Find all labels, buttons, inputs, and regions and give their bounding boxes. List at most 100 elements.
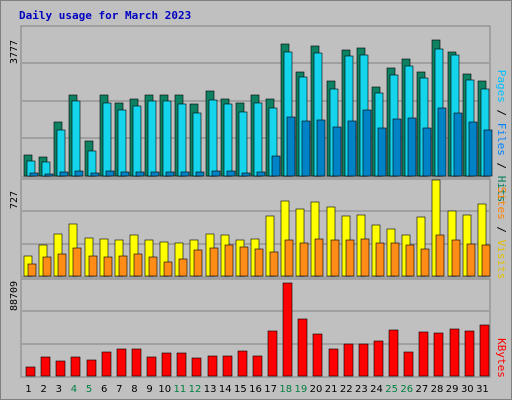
x-tick-label-19: 19 <box>295 384 308 395</box>
bar-kbytes-day-20 <box>312 333 323 377</box>
bar-files-day-10 <box>162 100 172 177</box>
legend-visits: Visits <box>495 240 508 280</box>
bar-pages-day-7 <box>120 171 130 177</box>
bar-pages-day-13 <box>211 170 221 177</box>
bar-sites-day-4 <box>72 247 82 277</box>
bar-kbytes-day-24 <box>373 340 384 377</box>
x-tick-label-4: 4 <box>71 384 77 395</box>
bar-pages-day-1 <box>29 172 39 177</box>
bar-kbytes-day-31 <box>479 324 490 377</box>
x-tick-label-3: 3 <box>56 384 62 395</box>
bar-sites-day-19 <box>299 242 309 277</box>
bar-kbytes-day-28 <box>433 332 444 377</box>
bar-pages-day-22 <box>347 120 357 177</box>
bar-sites-day-28 <box>435 234 445 277</box>
x-tick-label-9: 9 <box>146 384 152 395</box>
x-tick-label-29: 29 <box>446 384 459 395</box>
bar-sites-day-26 <box>405 244 415 277</box>
bar-kbytes-day-10 <box>161 352 172 377</box>
x-tick-label-5: 5 <box>86 384 92 395</box>
panel2-series-legend: Sites / Visits <box>495 187 508 280</box>
bar-pages-day-23 <box>362 109 372 177</box>
bar-kbytes-day-22 <box>343 343 354 377</box>
bar-sites-day-21 <box>330 239 340 277</box>
bar-sites-day-2 <box>42 256 52 277</box>
bar-pages-day-21 <box>332 126 342 177</box>
x-tick-label-21: 21 <box>325 384 338 395</box>
bar-kbytes-day-9 <box>146 356 157 377</box>
x-tick-label-25: 25 <box>385 384 398 395</box>
bar-kbytes-day-30 <box>464 330 475 377</box>
bar-pages-day-17 <box>271 155 281 177</box>
bar-pages-day-2 <box>44 173 54 177</box>
bar-pages-day-10 <box>165 171 175 177</box>
bar-sites-day-8 <box>133 253 143 277</box>
bar-kbytes-day-13 <box>207 355 218 377</box>
x-tick-label-31: 31 <box>476 384 489 395</box>
bar-sites-day-30 <box>466 243 476 277</box>
panel1-max-label: 3777 <box>9 40 20 64</box>
bar-kbytes-day-29 <box>449 328 460 377</box>
hits-panel-bars <box>22 39 493 177</box>
bar-sites-day-17 <box>269 251 279 277</box>
x-tick-label-14: 14 <box>219 384 232 395</box>
x-tick-label-8: 8 <box>131 384 137 395</box>
bar-kbytes-day-19 <box>297 318 308 377</box>
legend-sep-1: / <box>495 103 508 123</box>
bar-kbytes-day-6 <box>101 351 112 377</box>
panel3-series-legend: KBytes <box>495 338 508 378</box>
bar-pages-day-3 <box>59 171 69 177</box>
bar-sites-day-1 <box>27 263 37 277</box>
panel3-max-label: 88709 <box>9 281 20 311</box>
bar-pages-day-29 <box>453 112 463 177</box>
bar-kbytes-day-8 <box>131 348 142 377</box>
bar-files-day-14 <box>223 103 233 177</box>
bar-sites-day-18 <box>284 239 294 277</box>
x-tick-label-12: 12 <box>189 384 202 395</box>
x-tick-label-22: 22 <box>340 384 353 395</box>
x-tick-label-13: 13 <box>204 384 217 395</box>
bar-pages-day-5 <box>90 172 100 177</box>
bar-pages-day-20 <box>316 119 326 177</box>
x-tick-label-10: 10 <box>158 384 171 395</box>
bar-kbytes-day-14 <box>222 355 233 377</box>
bar-pages-day-18 <box>286 116 296 177</box>
x-tick-label-6: 6 <box>101 384 107 395</box>
bar-pages-day-26 <box>407 117 417 177</box>
x-tick-label-11: 11 <box>173 384 186 395</box>
bar-sites-day-20 <box>314 238 324 277</box>
bar-sites-day-9 <box>148 256 158 277</box>
bar-pages-day-12 <box>195 171 205 177</box>
bar-sites-day-27 <box>420 248 430 277</box>
bar-kbytes-day-5 <box>86 359 97 377</box>
bar-kbytes-day-11 <box>176 352 187 377</box>
bar-pages-day-14 <box>226 170 236 177</box>
legend-sep-3: / <box>495 220 508 240</box>
bar-kbytes-day-25 <box>388 329 399 377</box>
visits-panel-bars <box>22 179 491 277</box>
bar-kbytes-day-26 <box>403 351 414 377</box>
x-tick-label-15: 15 <box>234 384 247 395</box>
bar-sites-day-13 <box>209 247 219 277</box>
bar-kbytes-day-1 <box>25 366 36 377</box>
bar-kbytes-day-7 <box>116 348 127 377</box>
bar-files-day-3 <box>56 129 66 177</box>
panel1-series-legend: Pages / Files / Hits <box>495 70 508 203</box>
kbytes-panel-bars <box>22 282 490 377</box>
bar-sites-day-25 <box>390 242 400 277</box>
bar-sites-day-3 <box>57 253 67 277</box>
bar-pages-day-6 <box>105 170 115 177</box>
x-tick-label-7: 7 <box>116 384 122 395</box>
chart-title: Daily usage for March 2023 <box>19 9 191 22</box>
x-tick-label-18: 18 <box>279 384 292 395</box>
bar-pages-day-16 <box>256 171 266 177</box>
bar-sites-day-29 <box>451 239 461 277</box>
x-tick-label-2: 2 <box>41 384 47 395</box>
bar-files-day-16 <box>253 102 263 177</box>
legend-kbytes: KBytes <box>495 338 508 378</box>
bar-files-day-5 <box>87 150 97 177</box>
bar-kbytes-day-12 <box>191 357 202 377</box>
bar-sites-day-5 <box>88 255 98 277</box>
bar-pages-day-4 <box>74 170 84 177</box>
x-tick-label-28: 28 <box>431 384 444 395</box>
